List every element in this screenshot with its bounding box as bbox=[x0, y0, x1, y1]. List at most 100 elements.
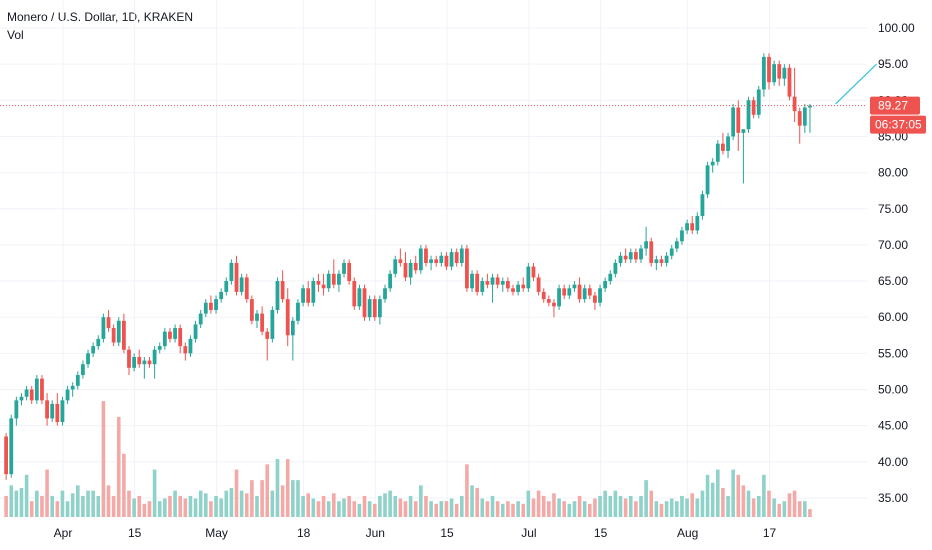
volume-indicator-label: Vol bbox=[7, 28, 24, 42]
candle-body bbox=[705, 165, 710, 195]
candle-body bbox=[690, 223, 695, 231]
volume-bar bbox=[536, 490, 541, 517]
candle-body bbox=[628, 252, 633, 260]
volume-bar bbox=[598, 495, 602, 517]
price-axis[interactable]: 100.0095.0090.0085.0080.0075.0070.0065.0… bbox=[878, 21, 915, 505]
volume-bar bbox=[746, 490, 751, 517]
volume-bar bbox=[659, 503, 664, 517]
candle-body bbox=[516, 284, 521, 292]
candle-body bbox=[198, 313, 203, 325]
last-price-tag-box bbox=[870, 96, 920, 115]
volume-bar bbox=[593, 498, 597, 517]
candle-body bbox=[413, 262, 418, 271]
candle-body bbox=[777, 64, 782, 79]
volume-bar bbox=[316, 501, 321, 517]
volume-bar bbox=[767, 490, 771, 517]
volume-bar bbox=[669, 498, 674, 517]
volume-bar bbox=[444, 501, 449, 517]
volume-bar bbox=[577, 495, 582, 517]
grid-lines bbox=[0, 0, 867, 517]
volume-bar bbox=[96, 495, 101, 517]
candle-body bbox=[275, 281, 280, 310]
candle-body bbox=[193, 324, 198, 339]
x-tick-label: 15 bbox=[440, 526, 454, 540]
candle-body bbox=[209, 302, 213, 310]
candle-body bbox=[761, 56, 766, 90]
volume-bar bbox=[495, 501, 500, 517]
candle-body bbox=[674, 241, 679, 249]
candle-body bbox=[244, 277, 249, 300]
volume-bar bbox=[342, 498, 346, 517]
volume-bar bbox=[772, 498, 776, 517]
candle-body bbox=[741, 129, 746, 133]
candle-body bbox=[439, 255, 444, 263]
volume-bar bbox=[552, 493, 556, 517]
y-tick-label: 100.00 bbox=[878, 21, 915, 35]
volume-bar bbox=[613, 490, 618, 517]
candle-body bbox=[311, 281, 316, 303]
candle-body bbox=[40, 378, 44, 401]
candle-body bbox=[214, 299, 218, 310]
volume-bar bbox=[541, 495, 546, 517]
x-tick-label: Jul bbox=[521, 526, 536, 540]
candle-body bbox=[418, 248, 423, 271]
volume-bar bbox=[275, 459, 280, 517]
candle-body bbox=[608, 273, 613, 282]
volume-bar bbox=[332, 493, 336, 517]
volume-bar bbox=[398, 498, 403, 517]
candle-body bbox=[700, 194, 705, 216]
volume-bar bbox=[588, 503, 592, 517]
candle-body bbox=[75, 375, 80, 386]
candle-body bbox=[260, 313, 265, 332]
volume-bar bbox=[70, 493, 75, 517]
volume-bar bbox=[209, 501, 213, 517]
volume-bar bbox=[357, 503, 362, 517]
candle-body bbox=[669, 248, 674, 256]
volume-bar bbox=[101, 401, 106, 517]
candle-body bbox=[802, 107, 807, 126]
candle-body bbox=[644, 241, 649, 249]
volume-bar bbox=[480, 498, 485, 517]
candle-body bbox=[306, 288, 311, 303]
volume-bar bbox=[644, 480, 648, 517]
volume-bar bbox=[224, 490, 229, 517]
volume-bar bbox=[531, 498, 536, 517]
volume-bar bbox=[106, 485, 111, 517]
candle-body bbox=[772, 64, 777, 83]
volume-bar bbox=[142, 503, 147, 517]
volume-bar bbox=[173, 490, 177, 517]
candle-body bbox=[60, 400, 65, 423]
trend-line[interactable] bbox=[835, 63, 877, 105]
candle-body bbox=[14, 400, 19, 419]
volume-bar bbox=[803, 501, 807, 517]
candle-body bbox=[301, 288, 305, 303]
y-tick-label: 55.00 bbox=[878, 346, 908, 360]
volume-bar bbox=[234, 469, 239, 517]
candle-body bbox=[613, 262, 618, 274]
volume-bar bbox=[321, 495, 326, 517]
volume-bar bbox=[188, 495, 193, 517]
volume-bar bbox=[695, 498, 700, 517]
volume-bar bbox=[255, 495, 259, 517]
volume-bar bbox=[198, 490, 203, 517]
candle-body bbox=[362, 288, 367, 318]
volume-bar bbox=[460, 495, 464, 517]
candle-body bbox=[290, 320, 295, 336]
candle-body bbox=[265, 331, 270, 339]
countdown-tag: 06:37:05 bbox=[870, 115, 926, 134]
candle-body bbox=[296, 302, 300, 321]
volume-bar bbox=[439, 501, 444, 517]
candle-body bbox=[321, 284, 326, 289]
volume-bar bbox=[506, 501, 510, 517]
volume-bar bbox=[777, 503, 782, 517]
time-axis[interactable]: Apr 15 May 18 Jun 15 Jul 15 Aug 17 bbox=[54, 526, 777, 540]
volume-bar bbox=[608, 495, 613, 517]
volume-bar bbox=[562, 501, 566, 517]
volume-bar bbox=[751, 498, 756, 517]
volume-bar bbox=[634, 501, 638, 517]
candle-body bbox=[388, 273, 393, 289]
volume-bar bbox=[475, 488, 479, 517]
candle-body bbox=[511, 288, 515, 292]
candle-body bbox=[577, 284, 582, 300]
